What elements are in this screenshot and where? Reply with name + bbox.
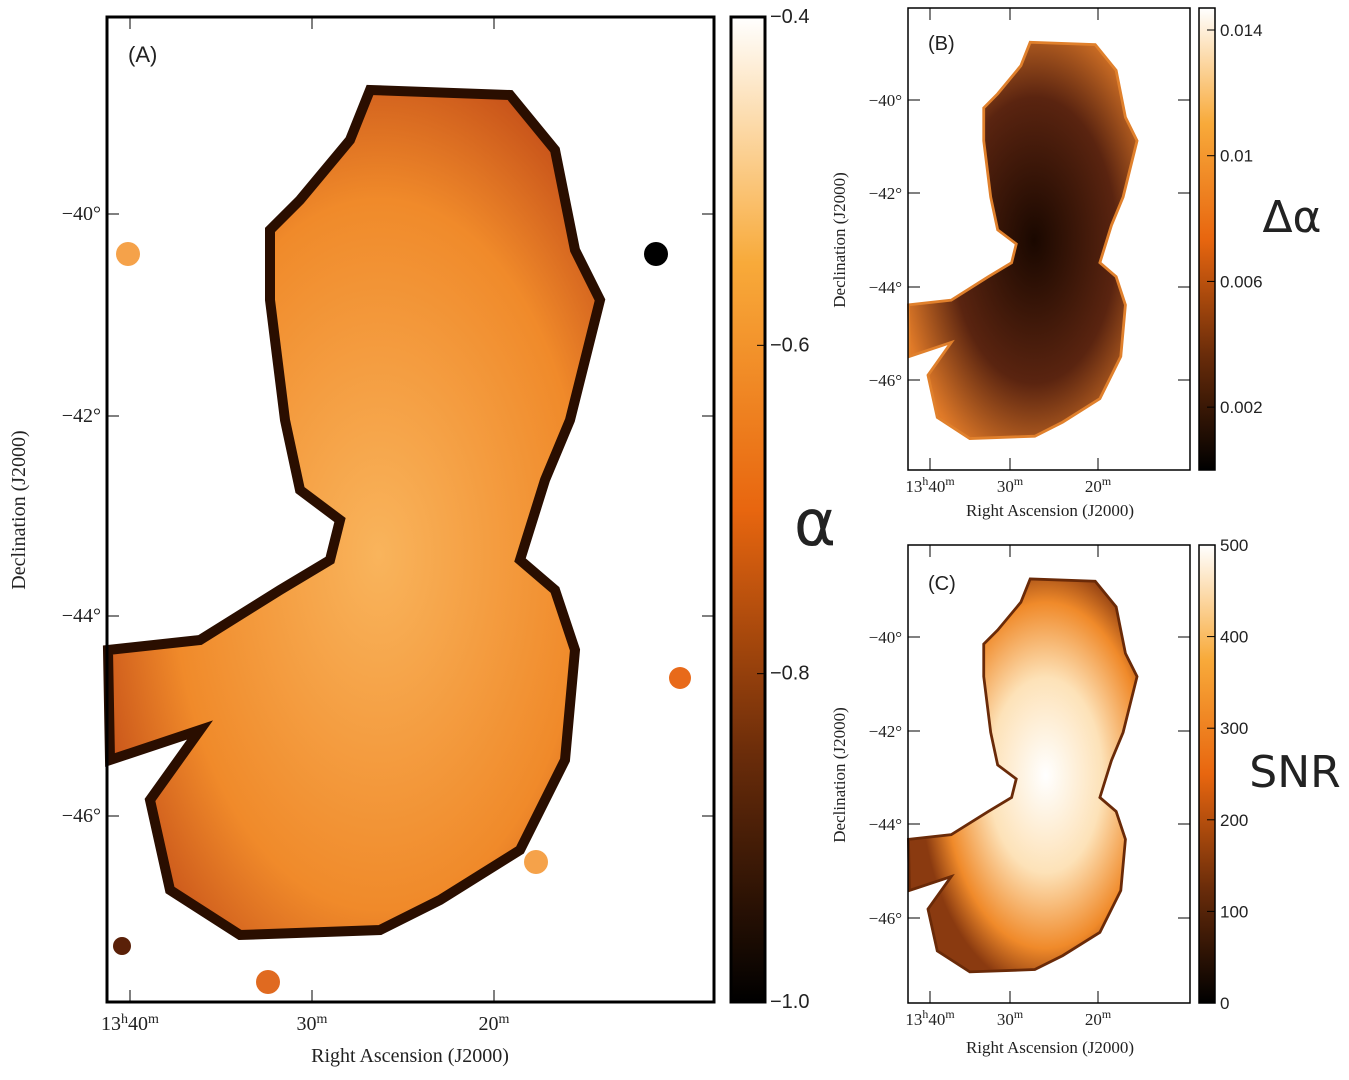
colorbar-tick-label: 200: [1220, 811, 1248, 830]
map-b: [907, 40, 1139, 440]
y-tick-label: −42°: [869, 184, 902, 203]
y-tick-label: −44°: [62, 605, 101, 627]
colorbar: [729, 15, 767, 1004]
panel-frame: [907, 544, 1191, 1004]
y-tick-label: −44°: [869, 278, 902, 297]
x-tick-label: 20m: [1085, 474, 1112, 496]
y-axis-title: Declination (J2000): [8, 430, 30, 589]
map-a: [108, 90, 691, 994]
panel-label: (C): [928, 573, 956, 595]
panel-label: (B): [928, 33, 955, 55]
x-tick-label: 30m: [297, 1012, 328, 1036]
colorbar-tick-label: 0.002: [1220, 398, 1263, 417]
colorbar-tick-label: 0.006: [1220, 272, 1263, 291]
colorbar-tick-label: 0.01: [1220, 147, 1253, 166]
x-tick-label: 13h40m: [101, 1012, 159, 1036]
x-tick-label: 20m: [1085, 1007, 1112, 1029]
y-tick-label: −44°: [869, 815, 902, 834]
colorbar: [1198, 7, 1216, 471]
y-axis-title: Declination (J2000): [830, 707, 849, 843]
x-tick-label: 13h40m: [905, 1007, 955, 1029]
x-axis-title: Right Ascension (J2000): [311, 1045, 509, 1067]
y-tick-label: −46°: [62, 805, 101, 827]
colorbar-tick-label: −0.6: [770, 334, 809, 356]
y-tick-label: −40°: [869, 628, 902, 647]
panel-label: (A): [128, 42, 157, 67]
colorbar-tick-label: 0: [1220, 994, 1229, 1013]
y-tick-label: −42°: [869, 722, 902, 741]
y-tick-label: −46°: [869, 371, 902, 390]
y-tick-label: −40°: [62, 203, 101, 225]
y-tick-label: −42°: [62, 405, 101, 427]
colorbar-tick-label: 300: [1220, 719, 1248, 738]
colorbar-label: Δα: [1262, 192, 1321, 243]
colorbar-tick-label: 100: [1220, 902, 1248, 921]
x-axis-title: Right Ascension (J2000): [966, 501, 1134, 520]
colorbar-tick-label: −0.4: [770, 6, 809, 28]
x-tick-label: 20m: [479, 1012, 510, 1036]
y-tick-label: −40°: [869, 91, 902, 110]
x-tick-label: 30m: [997, 474, 1024, 496]
panel-frame: [907, 7, 1191, 471]
y-axis-title: Declination (J2000): [830, 172, 849, 308]
x-tick-label: 30m: [997, 1007, 1024, 1029]
x-tick-label: 13h40m: [905, 474, 955, 496]
colorbar-tick-label: −1.0: [770, 991, 809, 1013]
y-tick-label: −46°: [869, 909, 902, 928]
colorbar: [1198, 544, 1216, 1004]
panel-frame: [105, 15, 716, 1004]
colorbar-label: SNR: [1249, 747, 1340, 798]
colorbar-label: α: [794, 487, 836, 561]
x-axis-title: Right Ascension (J2000): [966, 1038, 1134, 1057]
colorbar-tick-label: −0.8: [770, 663, 809, 685]
colorbar-tick-label: 500: [1220, 536, 1248, 555]
map-c: [907, 577, 1139, 974]
colorbar-tick-label: 0.014: [1220, 21, 1263, 40]
colorbar-tick-label: 400: [1220, 628, 1248, 647]
